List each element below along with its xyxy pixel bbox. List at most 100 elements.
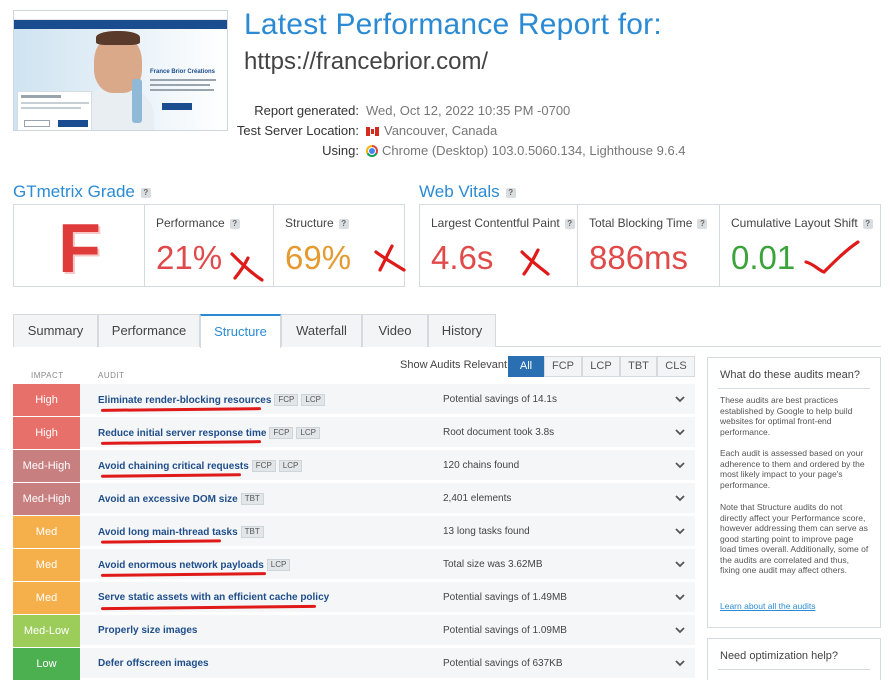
- thumbnail-popup-button: [58, 120, 88, 127]
- chevron-down-icon[interactable]: [673, 557, 687, 571]
- audit-name-text: Eliminate render-blocking resources: [98, 395, 272, 406]
- chrome-icon: [366, 145, 378, 157]
- audit-name[interactable]: Avoid an excessive DOM size TBT: [98, 493, 264, 505]
- audit-row[interactable]: Med Serve static assets with an efficient…: [13, 582, 695, 614]
- audit-row[interactable]: Med Avoid enormous network payloads LCP Tot…: [13, 549, 695, 581]
- side-paragraph: Each audit is assessed based on your adh…: [720, 448, 865, 490]
- metric-tag: LCP: [301, 394, 325, 406]
- tab-waterfall[interactable]: Waterfall: [281, 314, 362, 347]
- filter-cls-button[interactable]: CLS: [657, 356, 695, 377]
- thumbnail-nav-bar: [14, 20, 227, 29]
- red-underline-mark: [100, 572, 267, 577]
- learn-audits-link[interactable]: Learn about all the audits: [720, 601, 816, 611]
- thumbnail-popup-line: [21, 102, 89, 104]
- chevron-down-icon[interactable]: [673, 524, 687, 538]
- help-icon[interactable]: ?: [338, 219, 349, 229]
- page-screenshot-thumbnail[interactable]: France Brior Créations: [13, 10, 228, 131]
- metric-tag: FCP: [274, 394, 299, 406]
- thumbnail-text-line: [150, 79, 216, 81]
- tab-performance[interactable]: Performance: [98, 314, 200, 347]
- audit-name[interactable]: Avoid long main-thread tasks TBT: [98, 526, 264, 538]
- meta-label: Report generated:: [254, 103, 359, 118]
- chevron-down-icon[interactable]: [673, 656, 687, 670]
- filter-all-button[interactable]: All: [508, 356, 544, 377]
- structure-value: 69%: [285, 239, 352, 276]
- metric-tag: LCP: [266, 559, 291, 571]
- section-title-text: Web Vitals: [419, 182, 500, 201]
- thumbnail-text-line: [150, 84, 210, 86]
- audit-name[interactable]: Avoid enormous network payloads LCP: [98, 559, 291, 571]
- help-icon[interactable]: ?: [505, 188, 516, 198]
- chevron-down-icon[interactable]: [673, 425, 687, 439]
- chevron-down-icon[interactable]: [673, 590, 687, 604]
- audits-info-panel: What do these audits mean? These audits …: [707, 357, 881, 628]
- audit-name[interactable]: Eliminate render-blocking resources FCP LC…: [98, 394, 325, 406]
- meta-value-wrap: Vancouver, Canada: [366, 123, 497, 138]
- red-underline-mark: [100, 473, 242, 478]
- chevron-down-icon[interactable]: [673, 491, 687, 505]
- audit-name[interactable]: Serve static assets with an efficient ca…: [98, 592, 329, 603]
- audit-result: 13 long tasks found: [443, 526, 530, 537]
- audit-row[interactable]: Med-Low Properly size images Potential sav…: [13, 615, 695, 647]
- meta-row-using: Using: Chrome (Desktop) 103.0.5060.134, …: [244, 141, 724, 161]
- audit-name-text: Avoid chaining critical requests: [98, 461, 249, 472]
- thumbnail-popup-line: [21, 95, 61, 98]
- tab-history[interactable]: History: [428, 314, 496, 347]
- cls-label: Cumulative Layout Shift: [731, 216, 858, 230]
- audit-column-header: AUDIT: [98, 371, 125, 380]
- help-icon[interactable]: ?: [697, 219, 708, 229]
- audit-name[interactable]: Avoid chaining critical requests FCP LCP: [98, 460, 303, 472]
- help-icon[interactable]: ?: [564, 219, 575, 229]
- red-underline-mark: [100, 440, 262, 445]
- tbt-label: Total Blocking Time: [589, 216, 693, 230]
- side-panel-title: Need optimization help?: [720, 650, 839, 662]
- audit-row[interactable]: Med Avoid long main-thread tasks TBT 13 lon…: [13, 516, 695, 548]
- metric-tag: LCP: [278, 460, 303, 472]
- report-url[interactable]: https://francebrior.com/: [244, 48, 489, 75]
- impact-badge: Med-High: [13, 483, 80, 515]
- grade-cell: F: [14, 205, 145, 287]
- filter-tbt-button[interactable]: TBT: [620, 356, 657, 377]
- optimization-help-panel: Need optimization help?: [707, 638, 881, 680]
- thumbnail-person-hair: [96, 31, 140, 45]
- audit-name[interactable]: Reduce initial server response time FCP LC…: [98, 427, 320, 439]
- chevron-down-icon[interactable]: [673, 458, 687, 472]
- help-icon[interactable]: ?: [140, 188, 151, 198]
- side-paragraph: These audits are best practices establis…: [720, 395, 853, 437]
- tbt-value: 886ms: [589, 239, 689, 276]
- chevron-down-icon[interactable]: [673, 392, 687, 406]
- help-icon[interactable]: ?: [862, 219, 873, 229]
- web-vitals-box: Largest Contentful Paint? 4.6s Total Blo…: [419, 204, 881, 287]
- tab-summary[interactable]: Summary: [13, 314, 98, 347]
- audit-row[interactable]: High Reduce initial server response time F…: [13, 417, 695, 449]
- red-underline-mark: [100, 539, 222, 544]
- audit-row[interactable]: High Eliminate render-blocking resources F…: [13, 384, 695, 416]
- audit-name[interactable]: Properly size images: [98, 625, 198, 636]
- thumbnail-browser-bar: [14, 11, 227, 20]
- impact-badge: Med-Low: [13, 615, 80, 647]
- impact-badge: Med: [13, 516, 80, 548]
- thumbnail-product: [132, 79, 142, 123]
- audit-name[interactable]: Defer offscreen images: [98, 658, 209, 669]
- cls-label-wrap: Cumulative Layout Shift?: [731, 216, 873, 230]
- metric-tag: TBT: [240, 493, 264, 505]
- metric-tag: FCP: [269, 427, 294, 439]
- tab-structure[interactable]: Structure: [200, 314, 281, 348]
- filter-fcp-button[interactable]: FCP: [544, 356, 582, 377]
- meta-label: Using:: [322, 143, 359, 158]
- grade-letter: F: [58, 209, 101, 287]
- filter-lcp-button[interactable]: LCP: [582, 356, 620, 377]
- audit-row[interactable]: Med-High Avoid an excessive DOM size TBT 2,…: [13, 483, 695, 515]
- performance-label: Performance: [156, 216, 225, 230]
- side-paragraph: Note that Structure audits do not direct…: [720, 502, 869, 575]
- structure-label: Structure: [285, 216, 334, 230]
- help-icon[interactable]: ?: [229, 219, 240, 229]
- red-underline-mark: [100, 604, 317, 611]
- audit-result: Potential savings of 1.09MB: [443, 625, 567, 636]
- chevron-down-icon[interactable]: [673, 623, 687, 637]
- audit-row[interactable]: Med-High Avoid chaining critical requests…: [13, 450, 695, 482]
- tab-video[interactable]: Video: [362, 314, 428, 347]
- meta-row-location: Test Server Location: Vancouver, Canada: [237, 121, 724, 141]
- audit-row[interactable]: Low Defer offscreen images Potential savin…: [13, 648, 695, 680]
- impact-badge: High: [13, 417, 80, 449]
